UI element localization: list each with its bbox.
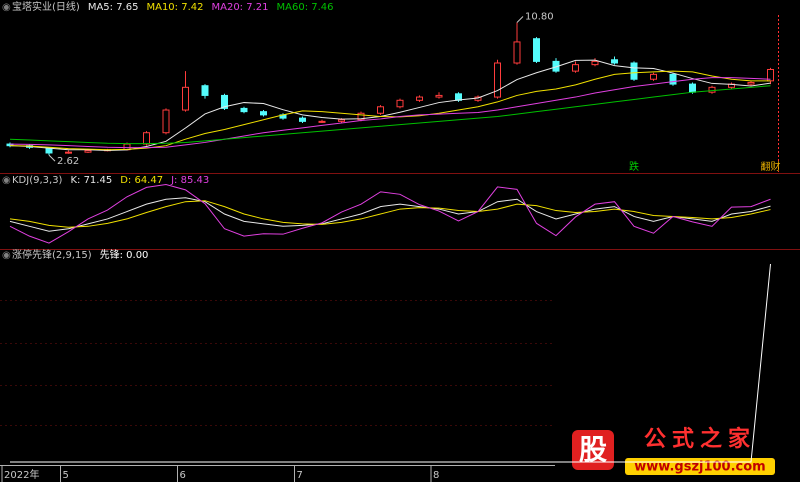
candle-body	[650, 73, 657, 80]
line	[9, 200, 771, 228]
legend-entry: K: 71.45	[70, 175, 112, 186]
candle-body	[630, 62, 638, 80]
candle-body	[689, 83, 696, 93]
line	[9, 85, 771, 145]
candle-body	[299, 117, 306, 122]
candle-body	[143, 132, 150, 145]
panel-title: 宝塔实业(日线)	[12, 0, 80, 13]
x-tick-label: 5	[63, 470, 69, 481]
candle-body	[435, 94, 443, 98]
signal-label: 跌	[629, 160, 639, 173]
x-tick-label: 8	[433, 470, 439, 481]
legend-entry: D: 64.47	[120, 175, 163, 186]
legend-entry: MA60: 7.46	[277, 2, 334, 13]
line	[9, 59, 771, 152]
legend-entry: MA5: 7.65	[88, 2, 139, 13]
candle-body	[45, 147, 53, 154]
signal-label: 翻财	[761, 160, 781, 173]
candle-body	[494, 62, 501, 98]
watermark-url: www.gszj100.com	[634, 460, 765, 475]
candle-body	[591, 60, 599, 66]
x-tick-label: 2022年	[4, 468, 39, 481]
candle-body	[260, 111, 267, 116]
line	[9, 197, 771, 232]
legend-entry: 先锋: 0.00	[100, 248, 149, 261]
candle-body	[377, 106, 384, 114]
candle-body	[572, 64, 579, 72]
watermark-icon-bg	[572, 430, 614, 470]
line	[10, 263, 771, 463]
candle-body	[669, 73, 677, 85]
legend-entry: J: 85.43	[170, 175, 209, 186]
legend-entry: MA20: 7.21	[211, 2, 268, 13]
panel-marker: ◉	[2, 250, 11, 261]
panel-marker: ◉	[2, 2, 11, 13]
candle-body	[65, 151, 72, 154]
candle-body	[708, 86, 716, 93]
panel-title: 涨停先锋(2,9,15)	[12, 248, 92, 261]
candle-body	[416, 96, 423, 101]
candle-body	[357, 112, 365, 121]
annotation-leader	[48, 154, 56, 162]
watermark-title: 公式之家	[644, 426, 756, 452]
watermark: 股 公式之家 www.gszj100.com	[560, 425, 782, 477]
candle-body	[747, 81, 755, 85]
candle-body	[182, 86, 189, 111]
line	[9, 70, 771, 151]
watermark-icon: 股	[579, 433, 607, 466]
line	[9, 77, 771, 149]
annotation: 10.80	[525, 11, 554, 22]
annotation-leader	[516, 16, 524, 23]
candle-body	[611, 59, 618, 64]
candle-body	[338, 119, 345, 122]
x-tick-label: 6	[180, 470, 186, 481]
panel-marker: ◉	[2, 175, 11, 186]
candle-body	[318, 120, 326, 123]
candle-body	[533, 38, 540, 62]
candle-body	[84, 150, 92, 153]
candle-body	[162, 109, 170, 134]
candle-body	[221, 94, 228, 109]
panel-title: KDJ(9,3,3)	[12, 175, 63, 186]
candle-body	[240, 107, 248, 113]
x-tick-label: 7	[297, 470, 303, 481]
candle-body	[513, 41, 521, 64]
line	[9, 183, 771, 244]
annotation: 2.62	[57, 156, 79, 167]
candle-body	[396, 99, 404, 108]
candle-body	[201, 85, 209, 96]
legend-entry: MA10: 7.42	[146, 2, 203, 13]
